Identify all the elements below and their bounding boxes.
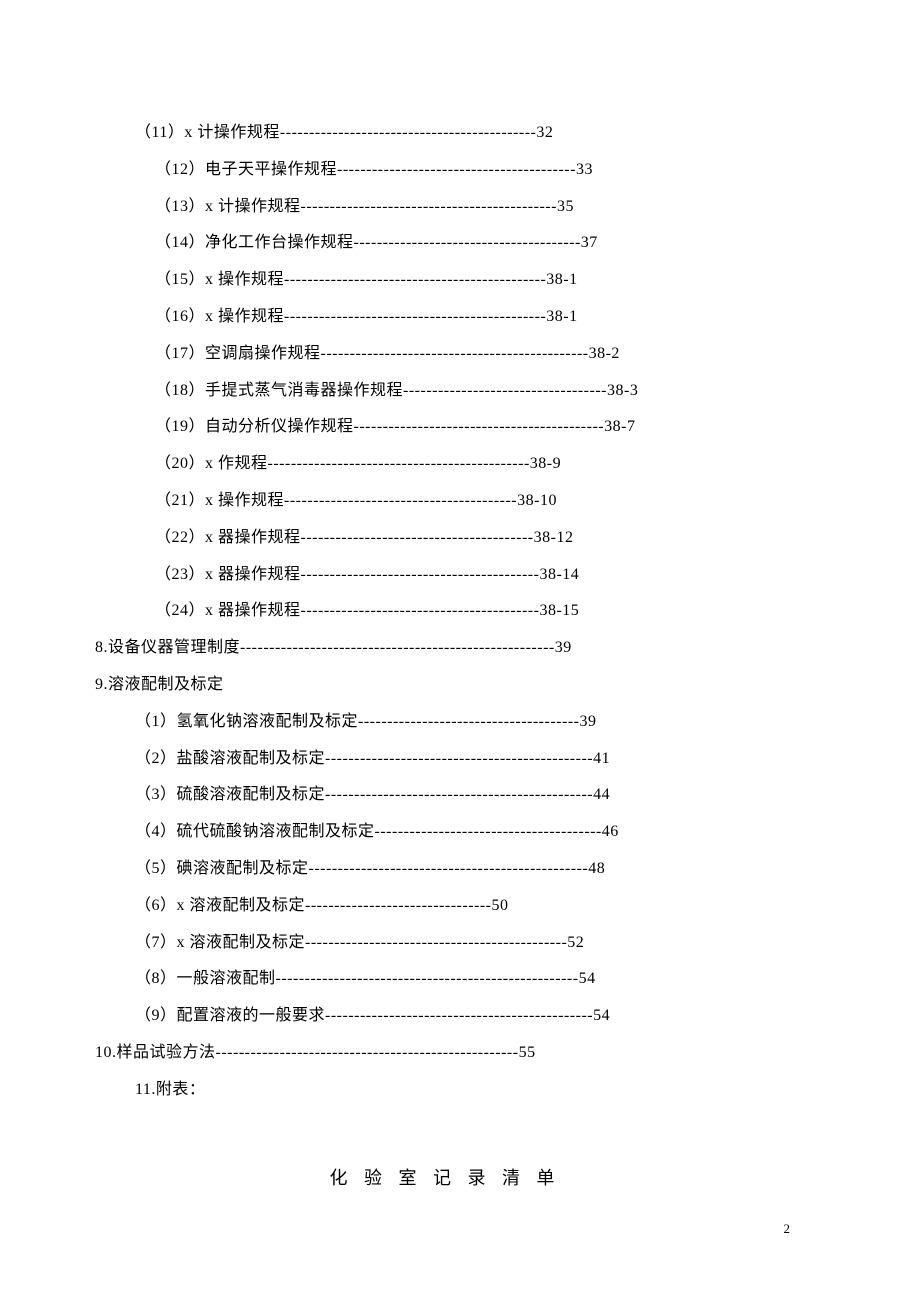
toc-entry: 8.设备仪器管理制度------------------------------… <box>95 630 795 667</box>
toc-entry: （8）一般溶液配制-------------------------------… <box>95 961 795 998</box>
toc-entry: （24）x 器操作规程-----------------------------… <box>95 593 795 630</box>
toc-entry: （23）x 器操作规程-----------------------------… <box>95 557 795 594</box>
toc-entry: （14）净化工作台操作规程---------------------------… <box>95 225 795 262</box>
toc-entry: （4）硫代硫酸钠溶液配制及标定-------------------------… <box>95 814 795 851</box>
document-content: （11）x 计操作规程-----------------------------… <box>0 0 920 1190</box>
toc-entry: （21）x 操作规程------------------------------… <box>95 483 795 520</box>
toc-entry: 9.溶液配制及标定 <box>95 667 795 704</box>
toc-container: （11）x 计操作规程-----------------------------… <box>95 115 795 1109</box>
toc-entry: （5）碘溶液配制及标定-----------------------------… <box>95 851 795 888</box>
toc-entry: （2）盐酸溶液配制及标定----------------------------… <box>95 741 795 778</box>
toc-entry: （6）x 溶液配制及标定----------------------------… <box>95 888 795 925</box>
toc-entry: （11）x 计操作规程-----------------------------… <box>95 115 795 152</box>
toc-entry: （19）自动分析仪操作规程---------------------------… <box>95 409 795 446</box>
toc-entry: （22）x 器操作规程-----------------------------… <box>95 520 795 557</box>
page-number: 2 <box>784 1221 791 1237</box>
toc-entry: （9）配置溶液的一般要求----------------------------… <box>95 998 795 1035</box>
toc-entry: （13）x 计操作规程-----------------------------… <box>95 189 795 226</box>
toc-entry: （12）电子天平操作规程----------------------------… <box>95 152 795 189</box>
toc-entry: （15）x 操作规程------------------------------… <box>95 262 795 299</box>
toc-entry: （3）硫酸溶液配制及标定----------------------------… <box>95 777 795 814</box>
toc-entry: （20）x 作规程-------------------------------… <box>95 446 795 483</box>
toc-entry: 10.样品试验方法-------------------------------… <box>95 1035 795 1072</box>
toc-entry: 11.附表： <box>95 1072 795 1109</box>
toc-entry: （7）x 溶液配制及标定----------------------------… <box>95 925 795 962</box>
section-title: 化 验 室 记 录 清 单 <box>95 1164 795 1190</box>
toc-entry: （17）空调扇操作规程-----------------------------… <box>95 336 795 373</box>
toc-entry: （16）x 操作规程------------------------------… <box>95 299 795 336</box>
toc-entry: （1）氢氧化钠溶液配制及标定--------------------------… <box>95 704 795 741</box>
toc-entry: （18）手提式蒸气消毒器操作规程------------------------… <box>95 373 795 410</box>
